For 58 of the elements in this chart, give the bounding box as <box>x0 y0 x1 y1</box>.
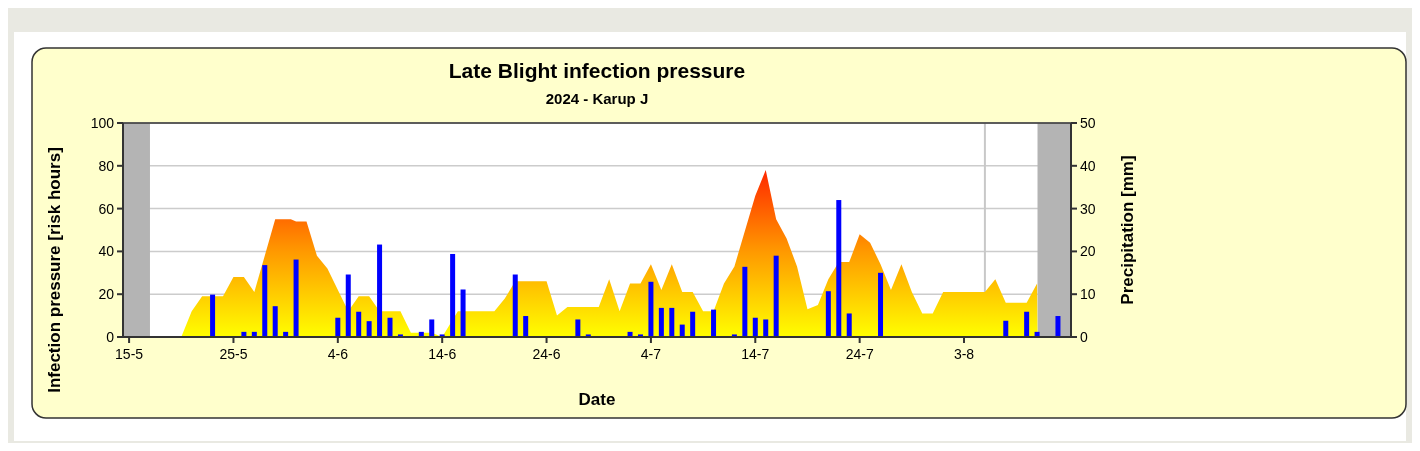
bar <box>648 281 654 337</box>
bar <box>293 259 299 337</box>
bar <box>335 317 341 337</box>
x-tick-label: 24-7 <box>845 346 874 362</box>
bar <box>763 319 769 337</box>
bar <box>429 319 435 337</box>
y-tick-label: 0 <box>106 329 115 345</box>
bar <box>711 309 717 337</box>
y2-tick-label: 50 <box>1080 115 1096 131</box>
bar <box>523 316 529 337</box>
bar <box>450 253 456 337</box>
bar <box>846 313 852 337</box>
bar <box>669 307 675 337</box>
y-tick-label: 100 <box>90 115 115 131</box>
bar <box>690 311 696 337</box>
bar <box>575 319 581 337</box>
bar <box>272 306 278 337</box>
bar <box>773 255 779 337</box>
bar <box>366 321 372 337</box>
bar <box>752 317 758 337</box>
bar <box>345 274 351 337</box>
y2-axis-title: Precipitation [mm] <box>1118 155 1137 305</box>
bar <box>1024 311 1030 337</box>
x-tick-label: 4-6 <box>327 346 349 362</box>
bar <box>658 307 664 337</box>
bar <box>262 265 268 337</box>
x-tick-label: 15-5 <box>115 346 144 362</box>
y-tick-label: 60 <box>98 200 115 217</box>
bar <box>210 294 216 337</box>
bar <box>377 244 383 337</box>
bar <box>836 200 842 337</box>
x-tick-label: 25-5 <box>219 346 248 362</box>
y-tick-label: 20 <box>98 286 115 303</box>
bar <box>460 289 466 337</box>
x-tick-label: 14-6 <box>428 346 457 362</box>
x-tick-label: 4-7 <box>640 346 662 362</box>
x-tick-label: 14-7 <box>741 346 770 362</box>
y2-tick-label: 20 <box>1080 243 1096 260</box>
y-tick-label: 40 <box>98 243 115 260</box>
bar <box>1055 316 1061 337</box>
bar <box>878 272 884 337</box>
x-tick-label: 24-6 <box>532 346 561 362</box>
x-axis-title: Date <box>578 390 616 409</box>
chart-subtitle: 2024 - Karup J <box>545 90 649 107</box>
bar <box>356 311 362 337</box>
x-tick-label: 3-8 <box>953 346 975 362</box>
bar <box>512 274 518 337</box>
bar <box>742 266 748 337</box>
y2-tick-label: 10 <box>1080 286 1096 303</box>
bar <box>825 291 831 337</box>
y2-tick-label: 0 <box>1080 329 1088 345</box>
y2-tick-label: 40 <box>1080 157 1096 174</box>
bar <box>1003 320 1009 337</box>
y2-tick-label: 30 <box>1080 200 1096 217</box>
y-tick-label: 80 <box>98 157 115 174</box>
bar <box>387 317 393 337</box>
chart-title: Late Blight infection pressure <box>448 59 746 82</box>
y-axis-title: Infection pressure [risk hours] <box>45 147 64 393</box>
